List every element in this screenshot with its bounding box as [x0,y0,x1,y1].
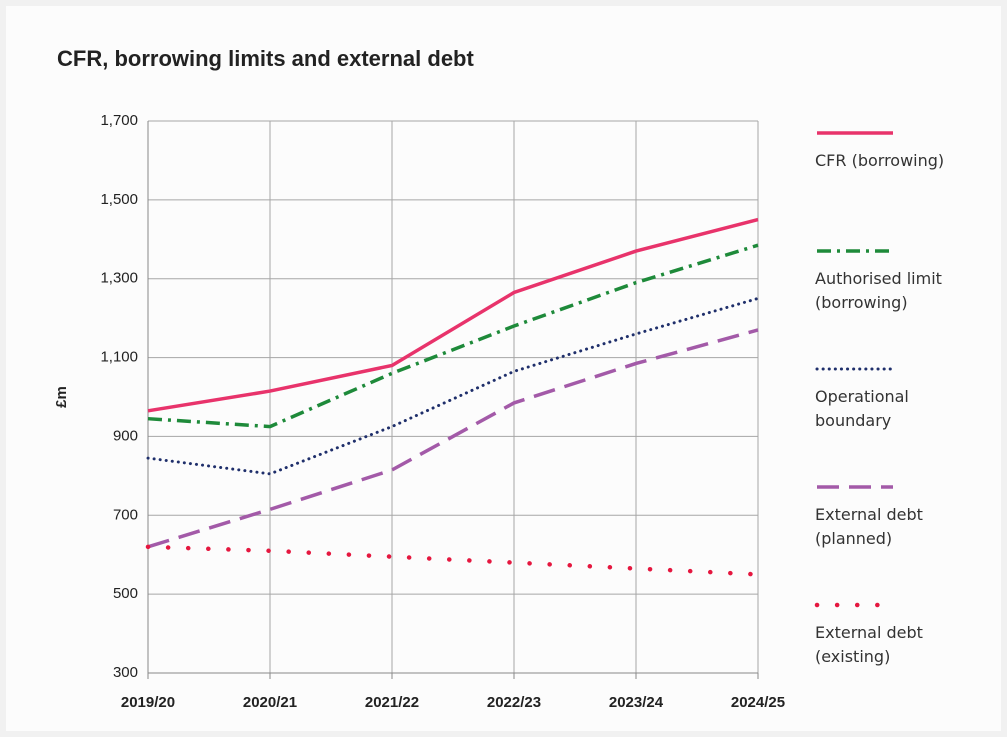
y-tick-label: 500 [113,585,138,602]
y-tick-label: 1,500 [100,191,138,208]
x-tick-label: 2023/24 [609,694,664,711]
x-tick-label: 2019/20 [121,694,175,711]
x-tick-label: 2024/25 [731,694,785,711]
legend-label: CFR (borrowing) [815,151,945,170]
legend-label: External debt (existing) [815,623,923,666]
series-line [145,544,761,577]
chart-panel: CFR, borrowing limits and external debt … [6,6,1001,731]
series-line [147,217,759,413]
legend-label: Authorised limit (borrowing) [815,269,942,312]
legend-label: External debt (planned) [815,505,923,548]
x-tick-label: 2020/21 [243,694,297,711]
y-axis-label: £m [53,386,70,408]
y-tick-label: 1,100 [100,349,138,366]
x-tick-label: 2022/23 [487,694,541,711]
y-tick-label: 1,300 [100,270,138,287]
y-tick-label: 700 [113,506,138,523]
series-line [146,296,760,476]
legend-label: Operational boundary [815,387,909,430]
y-tick-label: 900 [113,427,138,444]
chart-title: CFR, borrowing limits and external debt [57,46,474,71]
series-line [147,328,759,549]
series-line [147,243,759,429]
y-tick-label: 1,700 [100,112,138,129]
chart: CFR, borrowing limits and external debt … [53,46,896,711]
y-tick-label: 300 [113,664,138,681]
x-tick-label: 2021/22 [365,694,419,711]
